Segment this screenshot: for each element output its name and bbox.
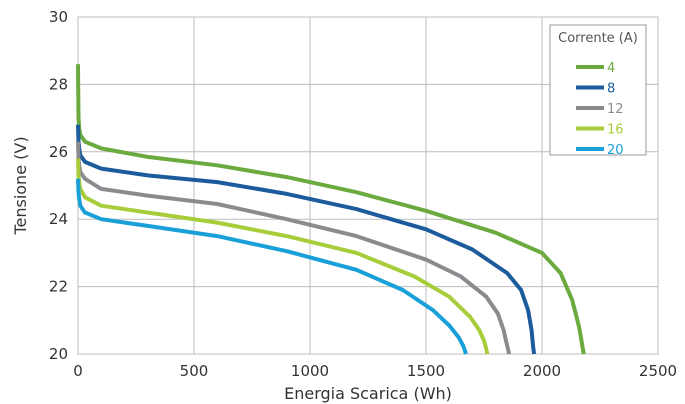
series-line-4 bbox=[76, 64, 586, 355]
x-tick-label: 2000 bbox=[523, 362, 561, 380]
series-line-20 bbox=[76, 178, 468, 355]
y-tick-label: 30 bbox=[49, 8, 68, 26]
x-tick-labels: 0 500 1000 1500 2000 2500 bbox=[73, 362, 677, 380]
x-tick-label: 2500 bbox=[639, 362, 677, 380]
y-tick-label: 22 bbox=[49, 278, 68, 296]
y-axis-label: Tensione (V) bbox=[11, 136, 30, 235]
legend-label-8: 8 bbox=[607, 82, 615, 97]
legend-label-16: 16 bbox=[607, 123, 624, 138]
legend-title: Corrente (A) bbox=[558, 31, 638, 46]
x-tick-label: 1500 bbox=[407, 362, 445, 380]
legend-items: 4 8 12 16 20 bbox=[576, 61, 624, 158]
legend-box bbox=[549, 24, 647, 156]
y-tick-label: 24 bbox=[49, 210, 68, 228]
legend-label-12: 12 bbox=[607, 102, 624, 117]
y-tick-label: 20 bbox=[49, 345, 68, 363]
legend-label-4: 4 bbox=[607, 61, 615, 76]
legend: Corrente (A) 4 8 12 16 20 bbox=[549, 24, 647, 158]
legend-label-20: 20 bbox=[607, 143, 624, 158]
x-tick-label: 0 bbox=[73, 362, 83, 380]
x-tick-label: 500 bbox=[180, 362, 209, 380]
x-tick-label: 1000 bbox=[291, 362, 329, 380]
y-tick-label: 28 bbox=[49, 75, 68, 93]
y-tick-label: 26 bbox=[49, 143, 68, 161]
y-tick-labels: 20 22 24 26 28 30 bbox=[49, 8, 68, 363]
x-axis-label: Energia Scarica (Wh) bbox=[284, 384, 452, 403]
series-layer bbox=[76, 64, 586, 355]
